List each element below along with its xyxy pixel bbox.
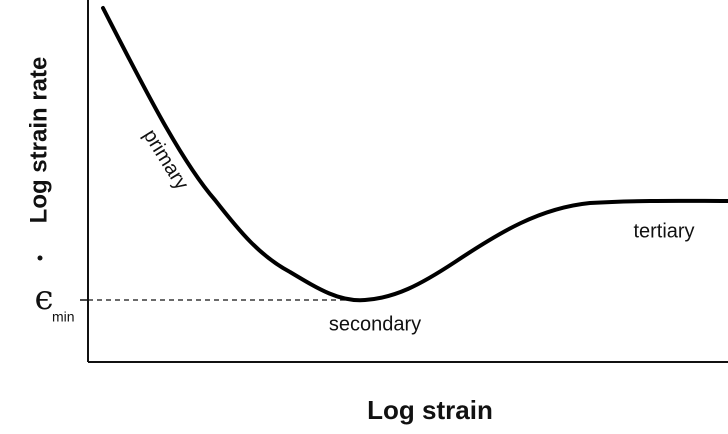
min-symbol: ϵ	[34, 278, 53, 318]
creep-curve	[101, 6, 728, 303]
region-label: secondary	[329, 313, 421, 335]
region-label: tertiary	[633, 220, 694, 242]
y-axis-label: Log strain rate	[25, 57, 52, 224]
x-axis-label: Log strain	[367, 395, 493, 425]
rate-dot	[37, 255, 43, 261]
min-subscript: min	[52, 309, 75, 325]
